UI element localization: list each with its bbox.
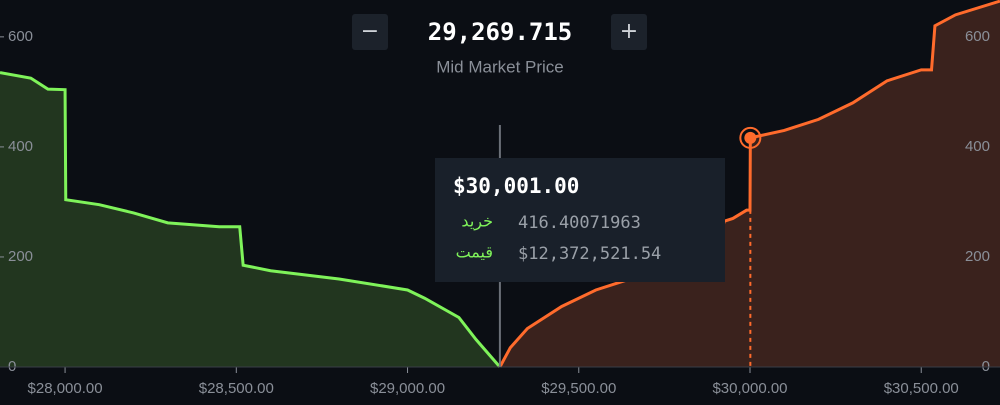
tooltip-amount-name: خرید xyxy=(461,212,493,232)
depth-area xyxy=(499,1,1000,367)
tooltip-total: $12,372,521.54 xyxy=(518,244,661,264)
y-tick-label: 600 xyxy=(8,28,33,45)
x-tick-label: $28,500.00 xyxy=(199,380,274,397)
hover-ring xyxy=(739,126,762,149)
depth-area xyxy=(0,72,500,367)
hover-point xyxy=(744,131,757,144)
x-tick-label: $30,500.00 xyxy=(884,380,959,397)
increase-icon[interactable]: + xyxy=(620,19,638,44)
y-tick-label: 0 xyxy=(8,358,16,375)
decrease-icon[interactable]: − xyxy=(361,19,379,44)
decrease-button[interactable] xyxy=(352,14,388,50)
tooltip-amount: 416.40071963 xyxy=(518,213,641,233)
y-tick-label-right: 600 xyxy=(965,28,990,45)
x-tick-label: $28,000.00 xyxy=(28,380,103,397)
depth-line xyxy=(498,0,1000,368)
mid-price: 29,269.715 xyxy=(428,18,573,46)
y-tick-label-right: 200 xyxy=(965,248,990,265)
mid-price-caption: Mid Market Price xyxy=(436,57,564,76)
x-tick-label: $30,000.00 xyxy=(712,380,787,397)
tooltip-title: $30,001.00 xyxy=(453,174,579,198)
x-tick-label: $29,500.00 xyxy=(541,380,616,397)
y-tick-label: 200 xyxy=(8,248,33,265)
y-tick-label-right: 400 xyxy=(965,138,990,155)
tooltip: $30,001.00 خرید 416.40071963 قیمت $12,37… xyxy=(435,158,725,282)
y-tick-label-right: 0 xyxy=(982,358,990,375)
tooltip-box xyxy=(435,158,725,282)
x-tick-label: $29,000.00 xyxy=(370,380,445,397)
tooltip-total-name: قیمت xyxy=(456,243,493,262)
y-tick-label: 400 xyxy=(8,138,33,155)
increase-button[interactable] xyxy=(611,14,647,50)
depth-line xyxy=(0,71,502,368)
